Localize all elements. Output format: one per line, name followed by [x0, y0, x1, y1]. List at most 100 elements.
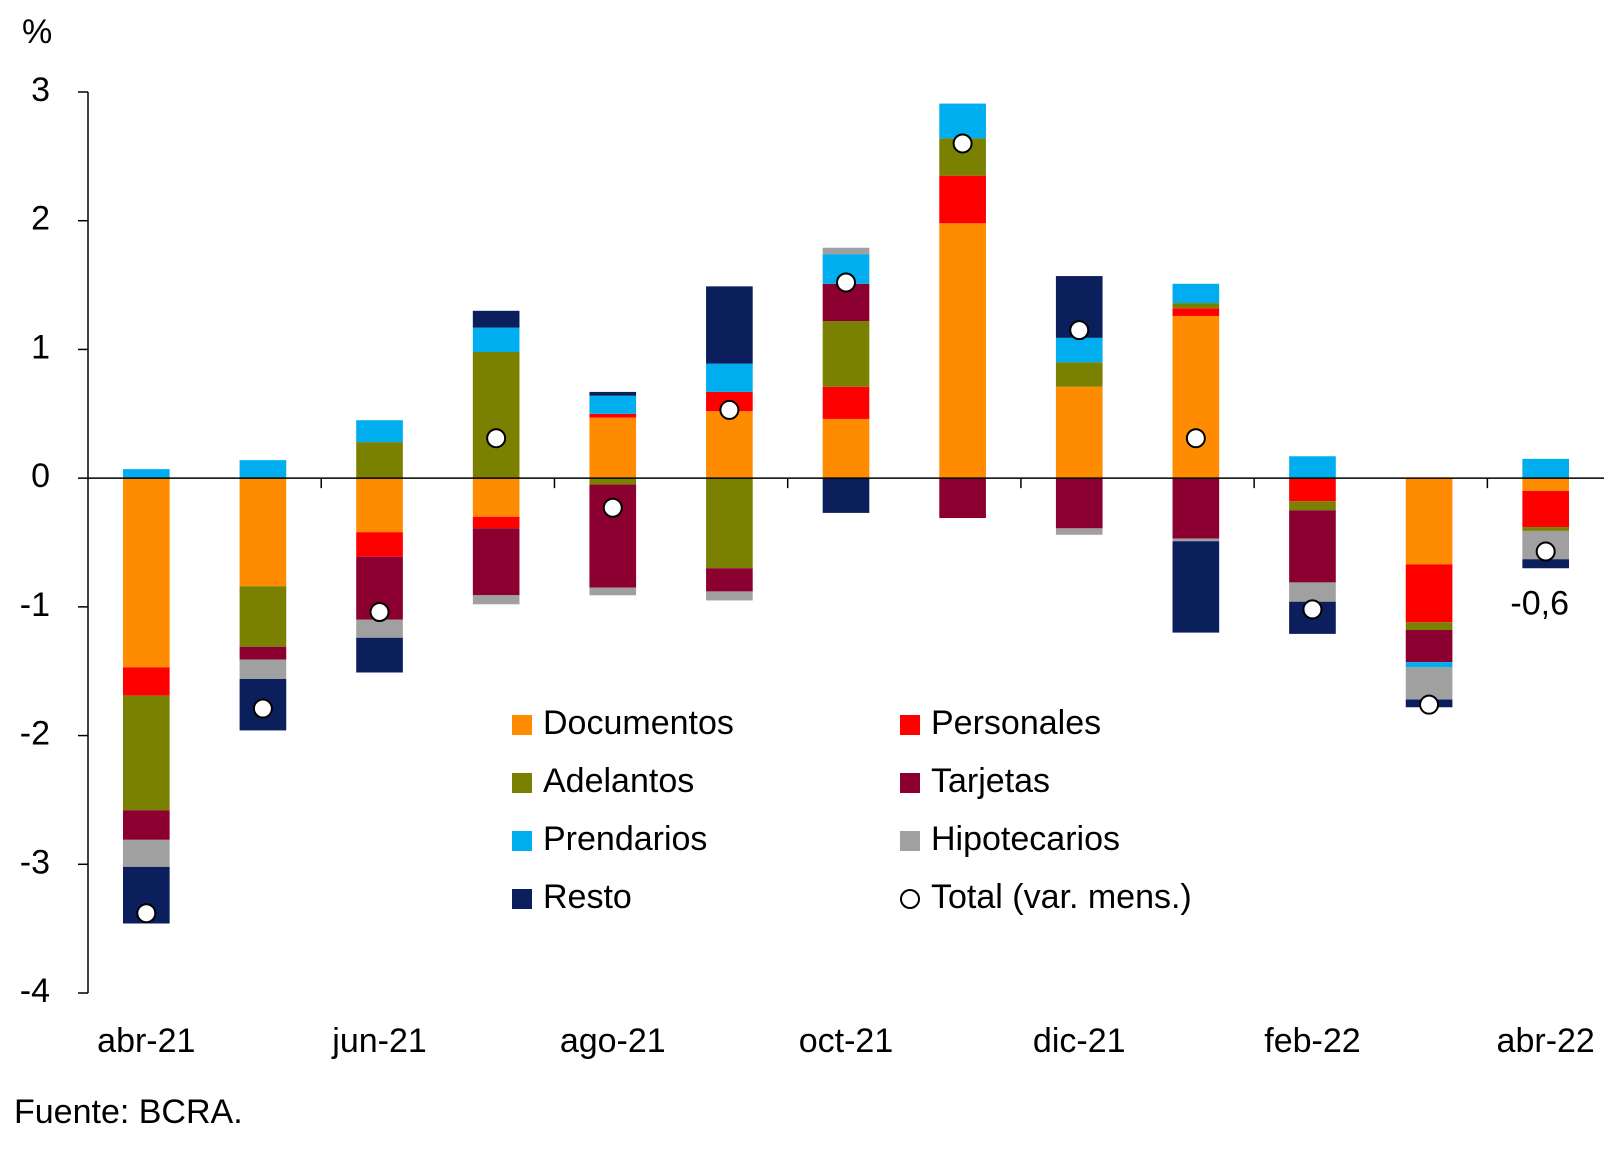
legend-label: Tarjetas: [931, 762, 1050, 800]
total-dot: [369, 602, 390, 623]
y-tick-label: 3: [31, 71, 50, 109]
bar-segment: [239, 586, 287, 647]
bar-segment: [472, 478, 520, 517]
bar-segment: [589, 478, 637, 485]
y-tick-label: -3: [20, 843, 50, 881]
total-dot: [1419, 694, 1440, 715]
total-dot: [602, 497, 623, 518]
bar-segment: [1289, 478, 1336, 502]
total-dot: [1535, 541, 1556, 562]
legend-swatch: [512, 889, 532, 909]
bar-segment: [939, 223, 986, 479]
bar-segment: [589, 413, 637, 418]
bar-segment: [706, 568, 753, 592]
legend-swatch: [512, 773, 532, 793]
bar-segment: [122, 810, 170, 840]
legend-label: Adelantos: [543, 762, 694, 800]
bar-segment: [1172, 478, 1220, 539]
bar-segment: [1522, 491, 1570, 528]
bar-segment: [1405, 622, 1453, 631]
x-tick-label: feb-22: [1264, 1022, 1360, 1060]
x-tick-label: abr-21: [97, 1022, 195, 1060]
total-dot: [486, 428, 507, 449]
bar-segment: [122, 469, 170, 479]
bar-segment: [1055, 362, 1103, 387]
bar-segment: [1172, 303, 1220, 309]
bar-segment: [239, 478, 287, 587]
value-label: -0,6: [1510, 584, 1569, 622]
legend-label: Documentos: [543, 704, 734, 742]
legend-label: Resto: [543, 878, 632, 916]
y-tick-label: -2: [20, 715, 50, 753]
bar-segment: [822, 247, 870, 255]
bar-segment: [822, 386, 870, 419]
bar-segment: [822, 478, 870, 513]
bar-segment: [122, 667, 170, 696]
total-dot: [1069, 320, 1090, 341]
bar-segment: [1522, 527, 1570, 531]
bar-segment: [356, 619, 403, 638]
y-tick-label: 2: [31, 200, 50, 238]
legend-swatch: [900, 715, 920, 735]
bar-segment: [356, 442, 403, 479]
y-tick-label: 1: [31, 328, 50, 366]
bar-segment: [239, 659, 287, 679]
bar-segment: [1289, 582, 1336, 602]
bar-segment: [472, 595, 520, 605]
bar-segment: [122, 839, 170, 867]
bar-segment: [706, 591, 753, 601]
bar-segment: [239, 460, 287, 479]
bar-segment: [1289, 456, 1336, 479]
x-tick-label: abr-22: [1497, 1022, 1595, 1060]
bar-segment: [1172, 538, 1220, 542]
bar-segment: [1055, 528, 1103, 535]
bar-segment: [1289, 510, 1336, 583]
legend-swatch: [900, 773, 920, 793]
bar-segment: [1405, 564, 1453, 623]
bar-segment: [589, 395, 637, 414]
legend-swatch: [512, 831, 532, 851]
bar-segment: [472, 528, 520, 596]
legend-label: Prendarios: [543, 820, 707, 858]
bar-segment: [1405, 662, 1453, 668]
x-tick-label: jun-21: [331, 1022, 427, 1060]
bar-segment: [472, 516, 520, 529]
bar-segment: [589, 417, 637, 479]
y-tick-label: 0: [31, 457, 50, 495]
bar-segment: [1405, 478, 1453, 565]
total-dot: [1185, 428, 1206, 449]
bar-segment: [122, 478, 170, 668]
bar-segment: [939, 103, 986, 139]
bar-segment: [939, 478, 986, 519]
bar-segment: [356, 478, 403, 533]
bar-segment: [706, 286, 753, 364]
total-dot: [836, 272, 856, 293]
total-dot: [719, 399, 740, 420]
bar-segment: [1172, 541, 1220, 633]
legend-label: Hipotecarios: [931, 820, 1120, 858]
bar-segment: [589, 391, 637, 396]
bar-segment: [1522, 559, 1570, 569]
bar-segment: [356, 420, 403, 443]
bar-segment: [1405, 667, 1453, 700]
bar-segment: [1172, 315, 1220, 479]
bar-segment: [706, 411, 753, 479]
bar-segment: [1055, 337, 1103, 363]
bar-segment: [1055, 386, 1103, 479]
total-dot: [252, 698, 273, 719]
bar-segment: [1289, 501, 1336, 511]
legend-marker: [900, 889, 920, 909]
bar-segment: [356, 532, 403, 557]
bar-segment: [1172, 308, 1220, 316]
x-tick-label: ago-21: [560, 1022, 666, 1060]
total-dot: [952, 133, 973, 154]
bar-segment: [1172, 283, 1220, 304]
y-tick-label: -4: [20, 972, 50, 1010]
bar-segment: [472, 327, 520, 353]
bar-segment: [706, 363, 753, 392]
legend-label: Total (var. mens.): [931, 878, 1192, 916]
bar-segment: [822, 321, 870, 387]
bar-segment: [939, 175, 986, 224]
